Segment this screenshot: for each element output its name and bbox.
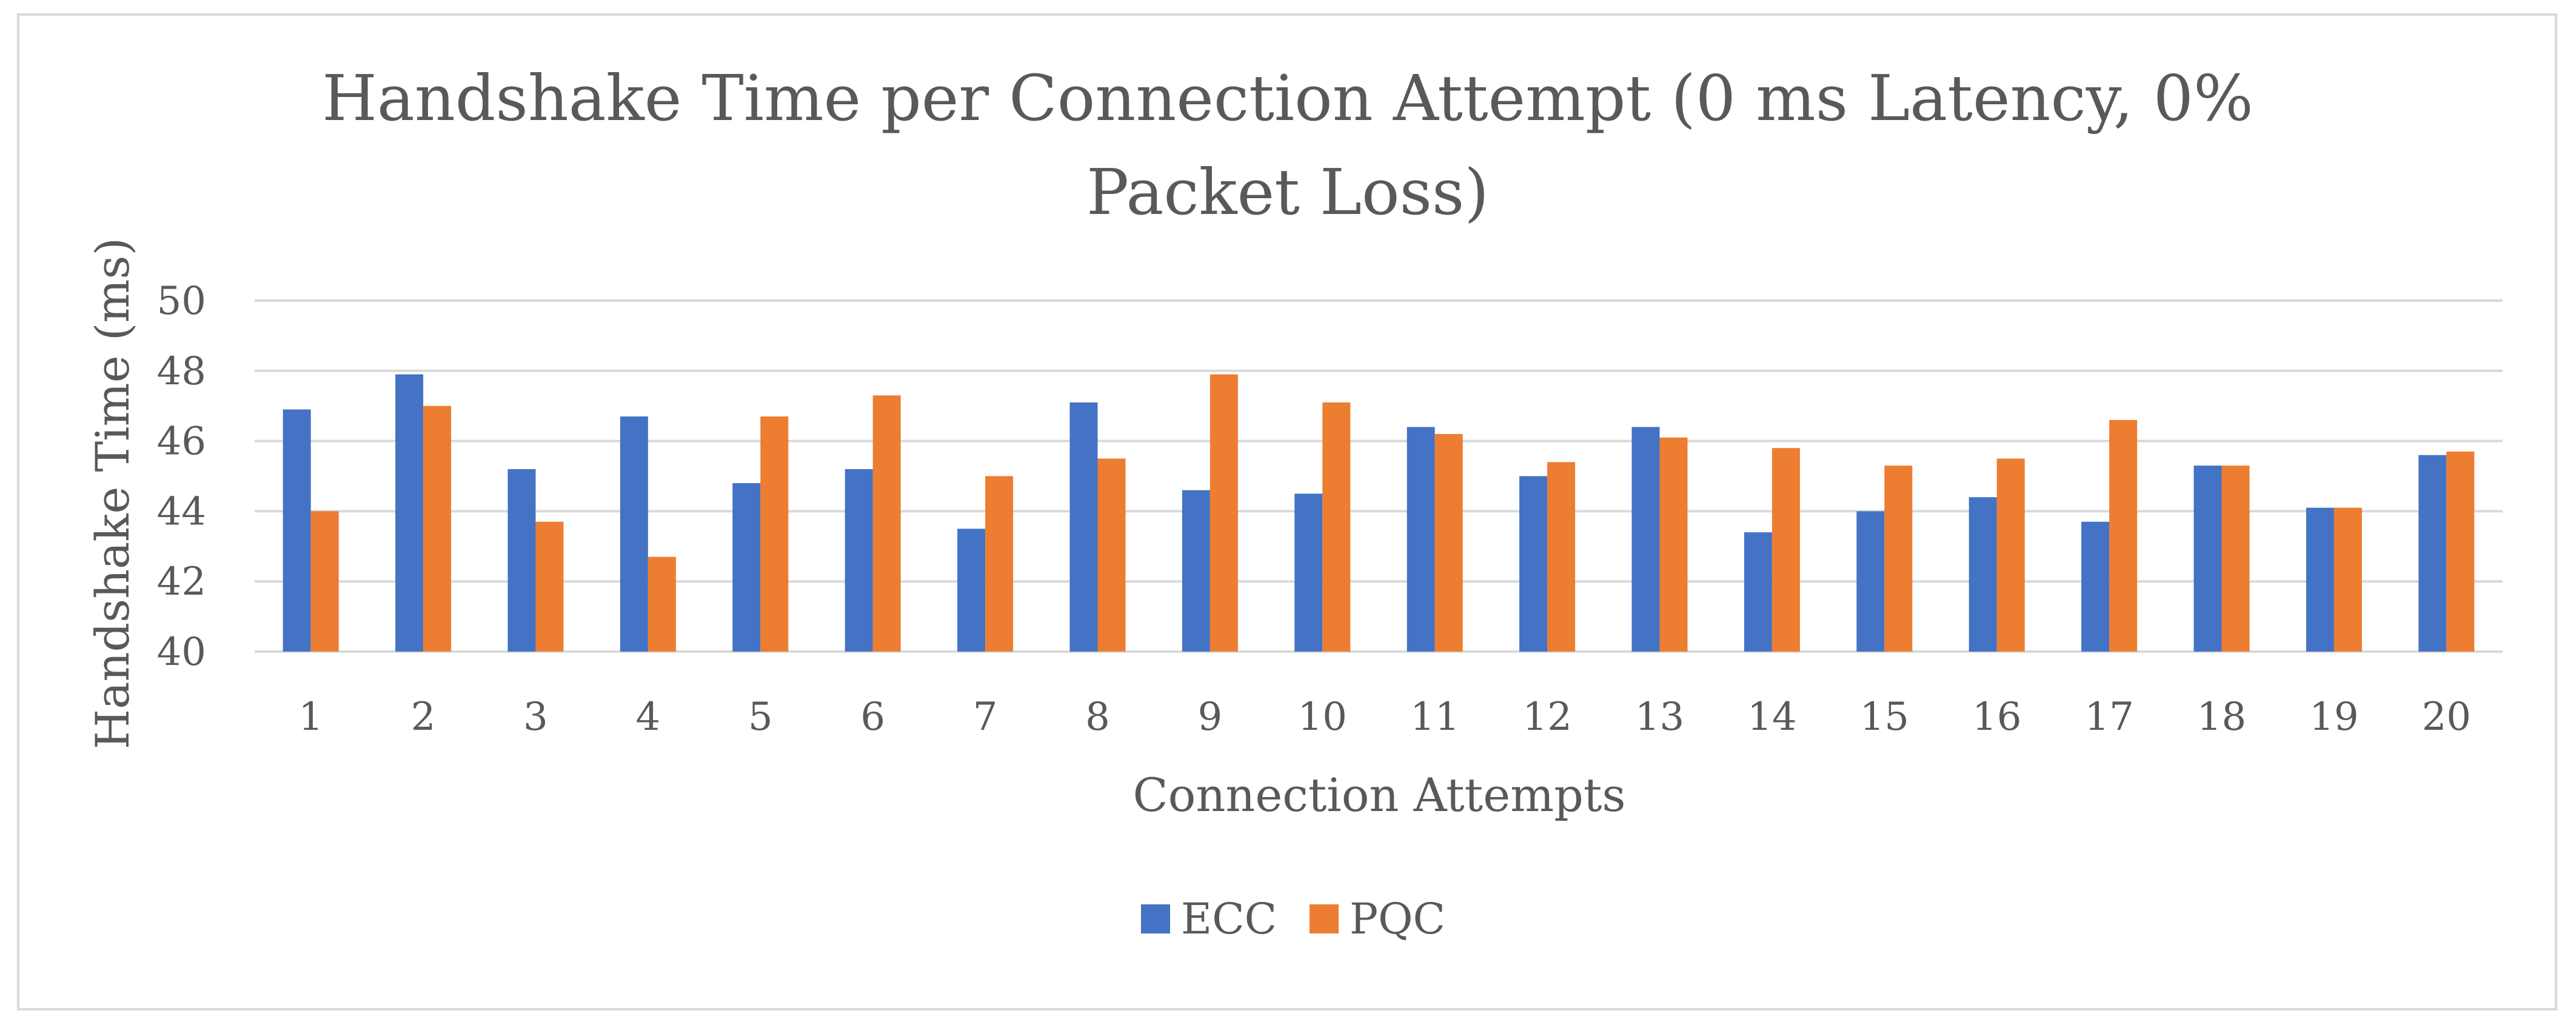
x-tick-label: 19 [2309, 695, 2358, 740]
x-tick-label: 17 [2084, 695, 2133, 740]
x-tick-label: 4 [636, 695, 661, 740]
bar-pqc-11 [1434, 434, 1463, 652]
bar-pqc-20 [2446, 451, 2475, 652]
bar-ecc-16 [1969, 497, 1997, 652]
bar-ecc-11 [1407, 427, 1435, 652]
y-tick-label: 44 [157, 489, 206, 534]
x-axis-title: Connection Attempts [1133, 768, 1626, 822]
gridlines [255, 299, 2503, 653]
x-tick-label: 10 [1298, 695, 1347, 740]
bar-pqc-18 [2221, 466, 2250, 652]
x-tick-label: 13 [1635, 695, 1684, 740]
x-tick-label: 2 [411, 695, 436, 740]
bar-pqc-17 [2109, 419, 2138, 652]
x-tick-label: 9 [1198, 695, 1223, 740]
bar-pqc-3 [535, 521, 564, 652]
bar-pqc-12 [1547, 462, 1576, 652]
bar-pqc-8 [1097, 458, 1126, 652]
bar-ecc-18 [2193, 466, 2222, 652]
y-tick-label: 40 [157, 630, 206, 675]
x-tick-label: 15 [1860, 695, 1909, 740]
bar-ecc-19 [2306, 507, 2334, 652]
x-tick-label: 1 [298, 695, 323, 740]
bar-pqc-6 [872, 395, 901, 652]
bar-ecc-4 [620, 416, 648, 652]
x-tick-label: 11 [1410, 695, 1459, 740]
bars [283, 374, 2475, 652]
bar-ecc-5 [732, 483, 761, 652]
x-tick-label: 18 [2197, 695, 2246, 740]
bar-pqc-2 [423, 406, 452, 652]
x-tick-label: 3 [523, 695, 548, 740]
bar-pqc-7 [985, 476, 1014, 652]
legend-label-pqc: PQC [1350, 894, 1445, 944]
bar-ecc-3 [507, 469, 536, 652]
y-tick-label: 46 [157, 419, 206, 464]
bar-pqc-16 [1996, 458, 2025, 652]
legend-swatch-ecc [1141, 904, 1170, 933]
chart-title-line-2: Packet Loss) [1086, 155, 1489, 229]
x-tick-label: 20 [2422, 695, 2471, 740]
y-tick-label: 48 [157, 349, 206, 394]
legend-swatch-pqc [1310, 904, 1339, 933]
bar-pqc-5 [760, 416, 789, 652]
x-tick-label: 7 [973, 695, 998, 740]
x-tick-label: 5 [748, 695, 773, 740]
y-tick-label: 50 [157, 279, 206, 324]
bar-ecc-1 [283, 409, 311, 652]
bar-ecc-12 [1519, 476, 1548, 652]
bar-pqc-4 [647, 556, 676, 652]
bar-ecc-13 [1631, 427, 1660, 652]
y-axis-ticks: 40 42 44 46 48 50 [157, 279, 206, 675]
bar-ecc-7 [957, 529, 986, 652]
bar-ecc-6 [845, 469, 873, 652]
bar-pqc-10 [1322, 402, 1351, 652]
y-axis-title: Handshake Time (ms) [85, 238, 139, 749]
y-tick-label: 42 [157, 559, 206, 604]
legend-label-ecc: ECC [1181, 894, 1277, 944]
x-tick-label: 12 [1522, 695, 1571, 740]
bar-pqc-19 [2333, 507, 2362, 652]
x-axis-ticks: 1 2 3 4 5 6 7 8 9 10 11 12 13 14 15 16 17 18 19 20 [298, 695, 2471, 740]
bar-ecc-17 [2081, 521, 2110, 652]
bar-pqc-15 [1884, 466, 1913, 652]
bar-ecc-2 [395, 374, 424, 652]
bar-ecc-15 [1856, 511, 1885, 652]
bar-pqc-14 [1771, 448, 1800, 652]
bar-ecc-10 [1294, 493, 1323, 652]
bar-ecc-9 [1182, 490, 1210, 652]
x-tick-label: 8 [1085, 695, 1110, 740]
x-tick-label: 6 [860, 695, 885, 740]
bar-pqc-13 [1659, 437, 1688, 652]
legend: ECC PQC [1141, 894, 1445, 944]
chart-title-line-1: Handshake Time per Connection Attempt (0… [322, 61, 2253, 135]
bar-ecc-20 [2418, 455, 2447, 652]
x-tick-label: 14 [1747, 695, 1796, 740]
bar-pqc-1 [310, 511, 339, 652]
bar-ecc-14 [1744, 532, 1772, 652]
chart-title: Handshake Time per Connection Attempt (0… [322, 61, 2253, 229]
x-tick-label: 16 [1972, 695, 2021, 740]
bar-pqc-9 [1209, 374, 1238, 652]
bar-ecc-8 [1069, 402, 1098, 652]
